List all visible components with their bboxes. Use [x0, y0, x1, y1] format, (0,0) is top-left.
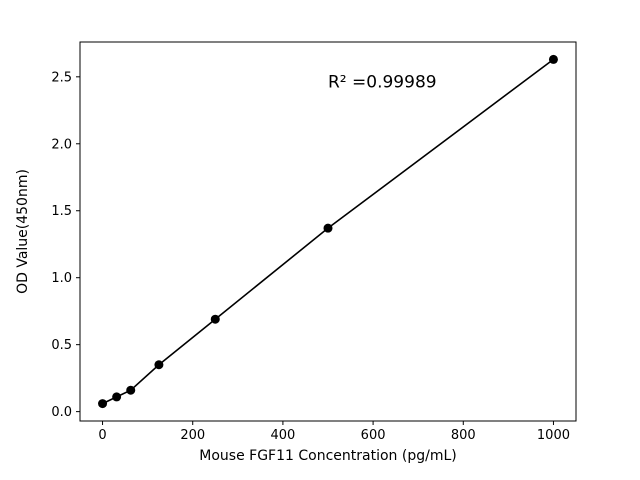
data-point — [548, 54, 558, 64]
y-axis-label: OD Value(450nm) — [15, 169, 31, 294]
x-tick-label: 200 — [180, 428, 205, 443]
data-point — [210, 314, 220, 324]
plot-frame — [79, 41, 577, 422]
x-tick-label: 600 — [361, 428, 386, 443]
x-tick-label: 400 — [270, 428, 295, 443]
x-tick-label: 1000 — [537, 428, 570, 443]
x-tick-label: 800 — [451, 428, 476, 443]
x-tick-label: 0 — [98, 428, 106, 443]
data-point — [112, 392, 122, 402]
y-tick-label: 1.0 — [51, 271, 72, 286]
data-point — [323, 223, 333, 233]
y-tick-label: 0.0 — [51, 405, 72, 420]
y-tick-label: 2.5 — [51, 70, 72, 85]
data-point — [98, 399, 108, 409]
data-point — [126, 385, 136, 395]
x-axis-label: Mouse FGF11 Concentration (pg/mL) — [199, 448, 456, 464]
y-tick-label: 0.5 — [51, 338, 72, 353]
data-point — [154, 360, 164, 370]
y-tick-label: 2.0 — [51, 137, 72, 152]
y-tick-label: 1.5 — [51, 204, 72, 219]
r-squared-annotation: R² =0.99989 — [328, 73, 437, 93]
